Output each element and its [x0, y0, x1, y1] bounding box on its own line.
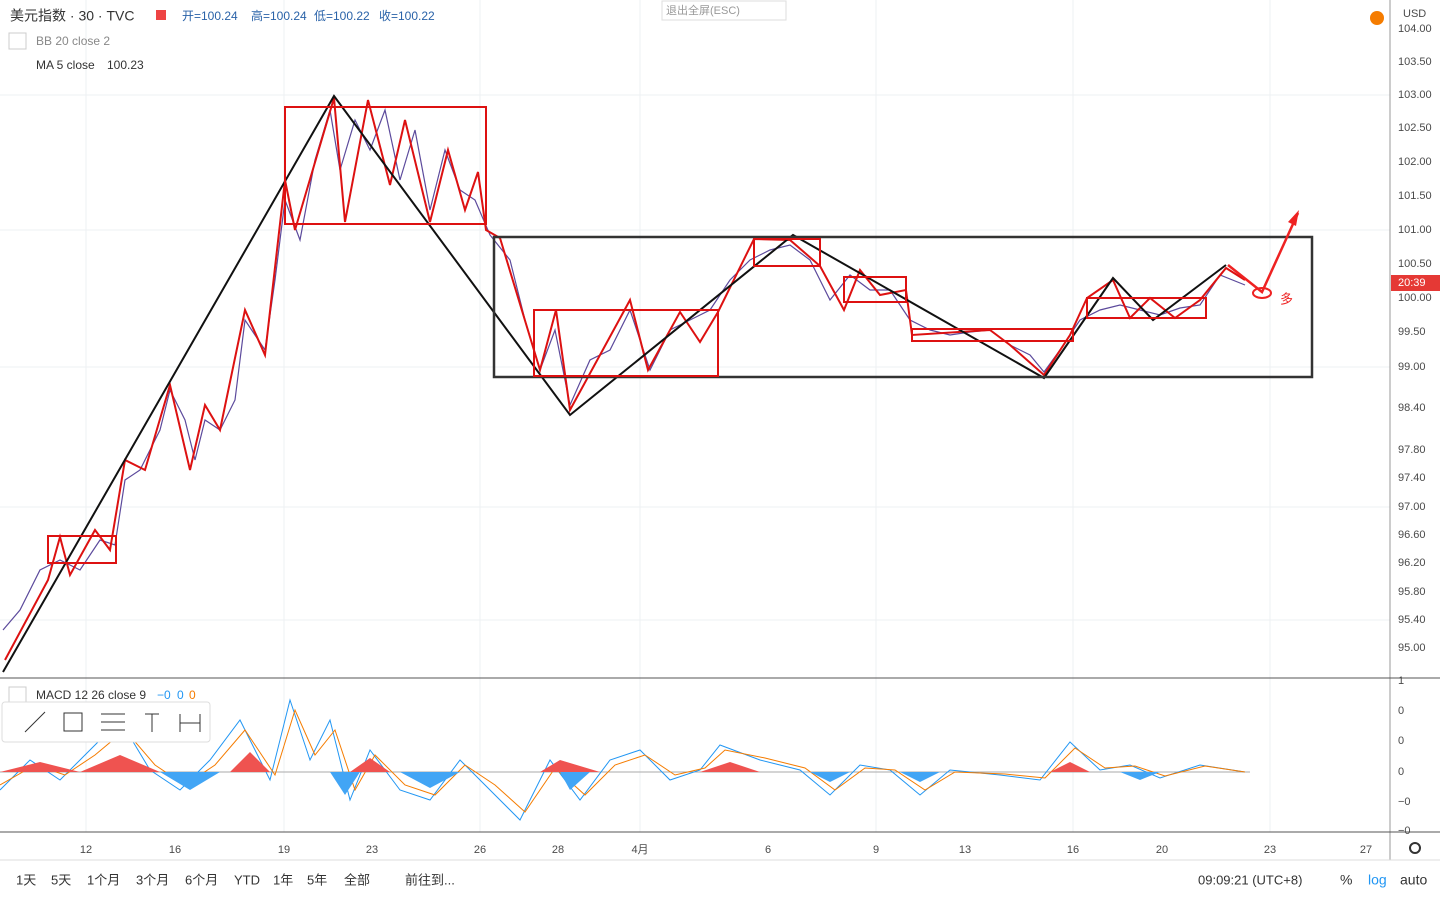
macd-value: 0	[177, 688, 184, 702]
time-tick: 23	[1264, 844, 1276, 856]
range-button[interactable]: 1年	[273, 872, 293, 887]
time-tick: 6	[765, 844, 771, 856]
high: 高=100.24	[251, 8, 307, 23]
percent-toggle[interactable]: %	[1340, 872, 1352, 888]
price-tick: 95.80	[1398, 586, 1426, 598]
price-tick: 99.50	[1398, 326, 1426, 338]
exit-fullscreen-label: 退出全屏(ESC)	[666, 3, 740, 17]
red-zigzag	[4, 97, 1246, 661]
alert-icon[interactable]	[1370, 11, 1384, 25]
fib-tool[interactable]	[101, 713, 125, 731]
exit-fullscreen[interactable]	[661, 0, 787, 21]
price-tick: 102.50	[1398, 122, 1432, 134]
range-button[interactable]: 3个月	[136, 872, 169, 887]
time-tick: 28	[552, 844, 564, 856]
time-tick: 16	[169, 844, 181, 856]
trend-line-tool[interactable]	[24, 711, 46, 733]
macd-indicator: MACD 12 26 close 9	[36, 688, 146, 702]
ma-value: 100.23	[107, 58, 144, 72]
time-tick: 20	[1156, 844, 1168, 856]
time-tick: 26	[474, 844, 486, 856]
bb-indicator: BB 20 close 2	[36, 34, 110, 48]
price-tick: 96.60	[1398, 529, 1426, 541]
time-tick: 23	[366, 844, 378, 856]
range-box	[492, 235, 1314, 379]
goto-button[interactable]: 前往到...	[405, 872, 455, 887]
price-tick: 104.00	[1398, 23, 1432, 35]
settings-icon[interactable]	[1409, 842, 1421, 854]
macd-collapse[interactable]	[8, 686, 27, 704]
price-tick: 95.40	[1398, 614, 1426, 626]
price-tick: 96.20	[1398, 557, 1426, 569]
price-tick: 100.00	[1398, 292, 1432, 304]
price-tick: 103.50	[1398, 56, 1432, 68]
price-tick: 99.00	[1398, 361, 1426, 373]
text-tool[interactable]	[145, 713, 159, 732]
time-tick: 9	[873, 844, 879, 856]
price-tick: 97.80	[1398, 444, 1426, 456]
ma-indicator: MA 5 close	[36, 58, 95, 72]
low: 低=100.22	[314, 9, 370, 23]
range-button[interactable]: YTD	[234, 872, 260, 887]
drawing-toolbar	[1, 701, 211, 743]
price-tick: 98.40	[1398, 402, 1426, 414]
last-price-label	[1391, 275, 1440, 291]
macd-histogram	[0, 752, 1160, 795]
macd-value: 0	[189, 688, 196, 702]
macd-tick: −0	[1398, 825, 1411, 837]
close: 收=100.22	[379, 9, 435, 23]
price-tick: 101.00	[1398, 224, 1432, 236]
symbol: 美元指数 · 30 · TVC	[10, 8, 134, 24]
grid	[0, 0, 1390, 832]
rect-tool[interactable]	[63, 712, 83, 732]
time-tick: 27	[1360, 844, 1372, 856]
clock: 09:09:21 (UTC+8)	[1198, 872, 1302, 887]
time-tick: 13	[959, 844, 971, 856]
price-tick: 101.50	[1398, 190, 1432, 202]
range-button[interactable]: 1天	[16, 872, 36, 887]
price-tick: 97.40	[1398, 472, 1426, 484]
time-tick: 19	[278, 844, 290, 856]
annotation-text: 多	[1280, 291, 1293, 306]
macd-tick: −0	[1398, 796, 1411, 808]
range-button[interactable]: 5天	[51, 872, 71, 887]
time-tick: 12	[80, 844, 92, 856]
last-price-text: 20:39	[1398, 277, 1426, 289]
time-tick: 4月	[631, 844, 648, 856]
time-tick: 16	[1067, 844, 1079, 856]
range-button[interactable]: 全部	[344, 872, 370, 887]
price-tick: 100.50	[1398, 258, 1432, 270]
annotation-circle	[1252, 287, 1272, 299]
auto-toggle[interactable]: auto	[1400, 872, 1427, 888]
black-zigzag	[2, 94, 1227, 673]
macd-tick: 1	[1398, 675, 1404, 687]
price-tick: 97.00	[1398, 501, 1426, 513]
range-button[interactable]: 1个月	[87, 872, 120, 887]
arrow-head	[1288, 210, 1299, 226]
open: 开=100.24	[182, 9, 238, 23]
measure-tool[interactable]	[179, 714, 201, 732]
range-button[interactable]: 6个月	[185, 872, 218, 887]
price-tick: 95.00	[1398, 642, 1426, 654]
price-tick: 103.00	[1398, 89, 1432, 101]
flag	[156, 10, 166, 20]
forecast-arrow	[1227, 212, 1300, 294]
range-button[interactable]: 5年	[307, 872, 327, 887]
log-toggle[interactable]: log	[1368, 872, 1387, 888]
macd-tick: 0	[1398, 766, 1404, 778]
collapse-button[interactable]	[8, 32, 27, 50]
macd-tick: 0	[1398, 705, 1404, 717]
macd-tick: 0	[1398, 735, 1404, 747]
macd-value: −0	[157, 688, 171, 702]
red-boxes	[47, 106, 1207, 564]
price-tick: 102.00	[1398, 156, 1432, 168]
currency: USD	[1403, 8, 1426, 20]
